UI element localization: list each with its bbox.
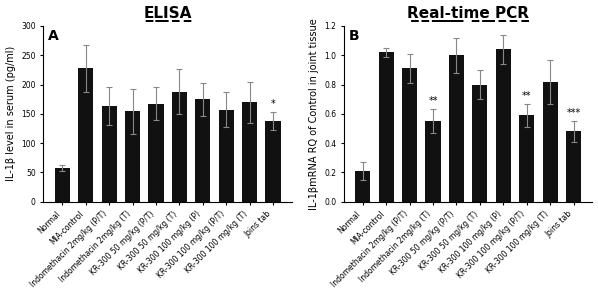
Text: ***: *** xyxy=(566,108,581,118)
Bar xyxy=(219,110,234,202)
Bar xyxy=(519,115,535,202)
Bar xyxy=(472,84,487,202)
Bar xyxy=(402,68,417,202)
Bar xyxy=(566,131,581,202)
Text: A: A xyxy=(48,30,59,43)
Bar xyxy=(542,82,558,202)
Bar xyxy=(242,102,257,202)
Bar xyxy=(425,121,441,202)
Bar xyxy=(172,91,187,202)
Bar xyxy=(102,106,117,202)
Text: *: * xyxy=(271,99,276,109)
Bar xyxy=(266,121,280,202)
Bar xyxy=(355,171,370,202)
Title: E̲L̲I̲S̲A̲: E̲L̲I̲S̲A̲ xyxy=(144,6,192,22)
Y-axis label: IL-1β level in serum (pg/ml): IL-1β level in serum (pg/ml) xyxy=(5,46,16,181)
Bar xyxy=(78,68,93,202)
Text: B: B xyxy=(349,30,359,43)
Text: **: ** xyxy=(428,96,438,106)
Bar xyxy=(496,49,511,202)
Bar xyxy=(379,52,394,202)
Text: **: ** xyxy=(522,91,532,101)
Title: R̲e̲a̲l̲-̲t̲i̲m̲e̲ ̲P̲C̲R̲: R̲e̲a̲l̲-̲t̲i̲m̲e̲ ̲P̲C̲R̲ xyxy=(407,6,529,22)
Y-axis label: IL-1βmRNA RQ of Control in joint tissue: IL-1βmRNA RQ of Control in joint tissue xyxy=(309,18,319,210)
Bar xyxy=(195,99,210,202)
Bar xyxy=(148,104,163,202)
Bar xyxy=(54,168,70,202)
Bar xyxy=(449,55,464,202)
Bar xyxy=(125,112,140,202)
